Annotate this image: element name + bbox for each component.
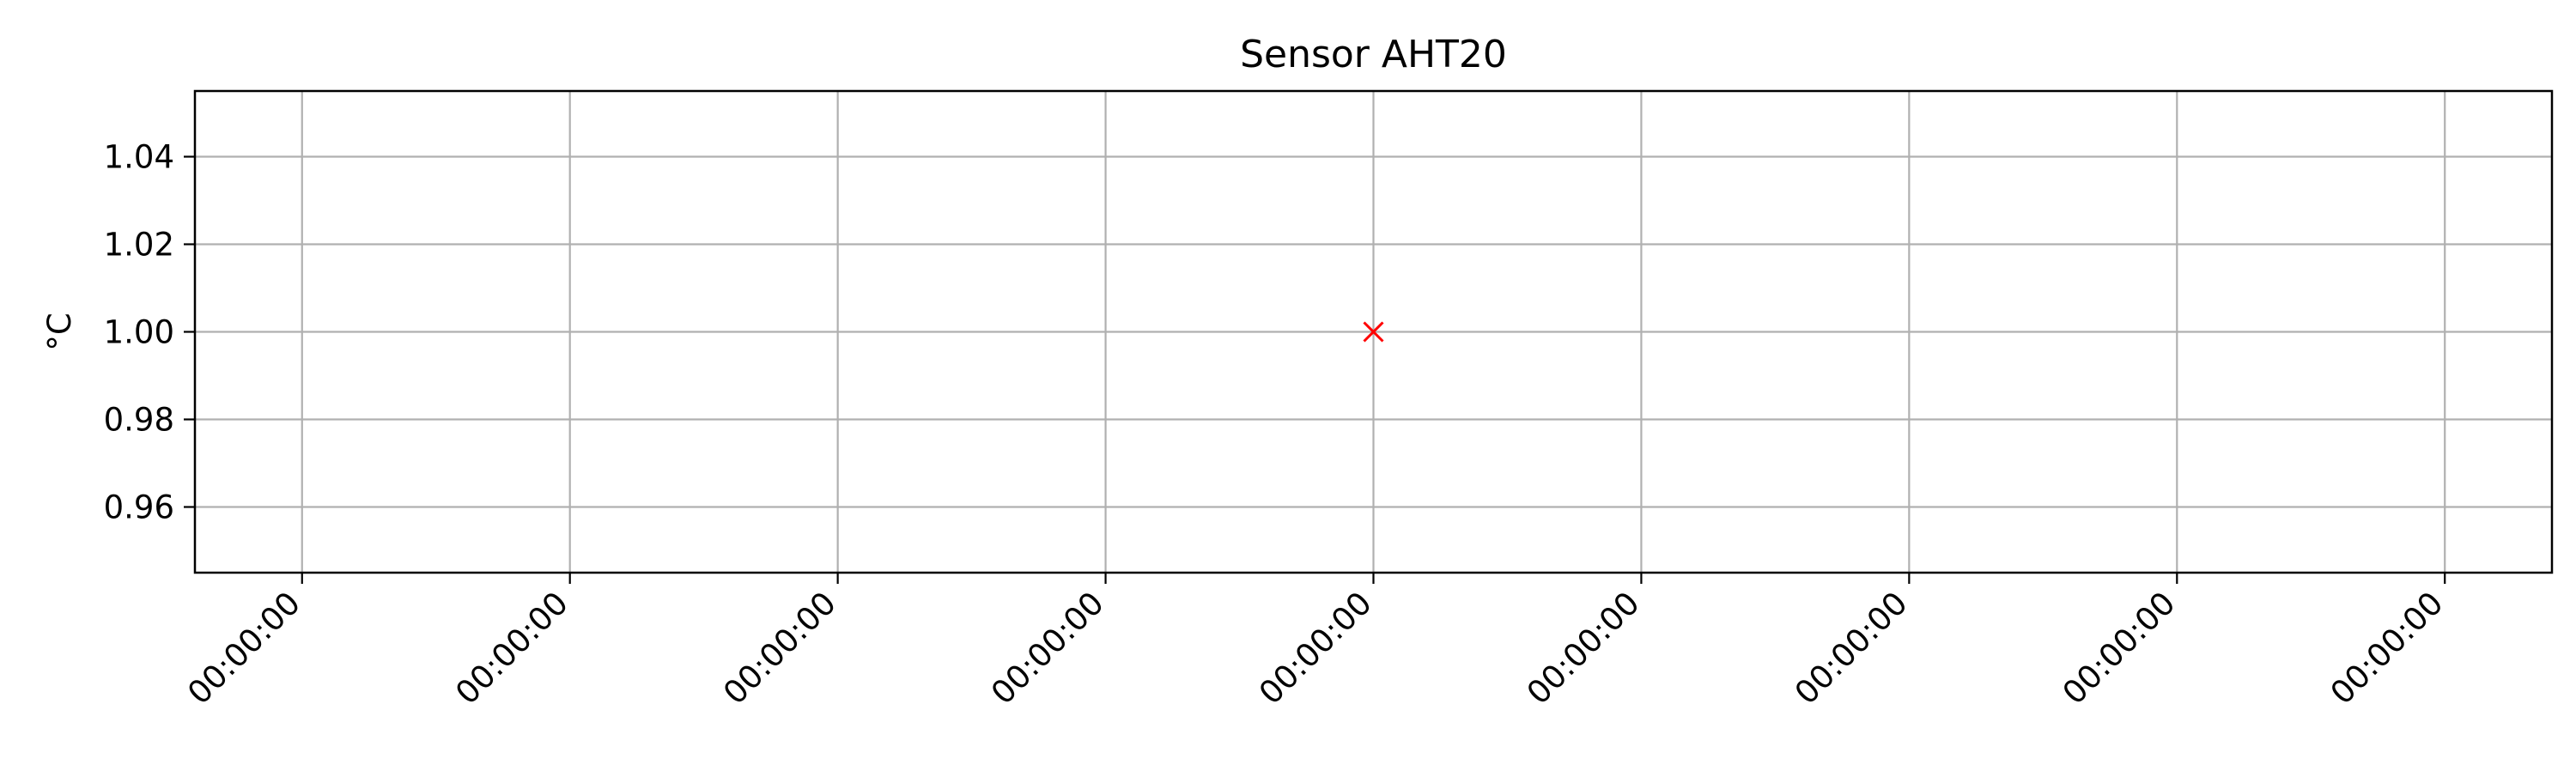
x-tick-label: 00:00:00 [1788,585,1915,712]
data-point-marker [1363,321,1384,343]
y-tick-label: 1.04 [104,139,174,176]
y-tick-label: 1.00 [104,314,174,351]
ticks-layer: 0.96 0.98 1.00 1.02 1.04 00:00:00 00:00:00 00:0… [104,139,2451,712]
x-tick-label: 00:00:00 [984,585,1111,712]
y-axis-label: °C [41,313,78,350]
x-tick-label: 00:00:00 [716,585,843,712]
y-tick-label: 0.96 [104,489,174,526]
y-tick-label: 1.02 [104,227,174,264]
y-tick-label: 0.98 [104,402,174,439]
data-point-stroke [1363,321,1384,343]
x-tick-label: 00:00:00 [2056,585,2183,712]
x-tick-label: 00:00:00 [180,585,307,712]
data-layer [1363,321,1384,343]
grid-layer [195,91,2552,573]
x-tick-label: 00:00:00 [1252,585,1379,712]
x-tick-label: 00:00:00 [448,585,575,712]
x-tick-label: 00:00:00 [1520,585,1647,712]
chart-title: Sensor AHT20 [1240,33,1507,76]
x-tick-label: 00:00:00 [2324,585,2451,712]
